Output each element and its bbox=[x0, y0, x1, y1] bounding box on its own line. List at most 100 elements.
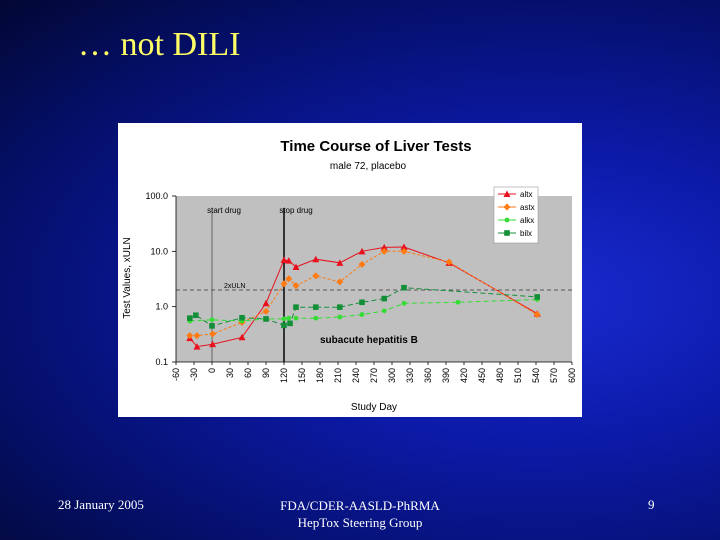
x-tick-label: 420 bbox=[459, 368, 469, 383]
data-point-astx bbox=[193, 332, 201, 340]
series-bilx bbox=[187, 284, 540, 329]
footer-org-line1: FDA/CDER-AASLD-PhRMA bbox=[280, 498, 440, 513]
data-point-astx bbox=[445, 258, 453, 266]
x-tick-label: 570 bbox=[549, 368, 559, 383]
legend-marker-altx bbox=[503, 190, 511, 197]
chart-container: Time Course of Liver Tests male 72, plac… bbox=[118, 123, 582, 417]
stop-drug-label: stop drug bbox=[279, 206, 312, 215]
x-tick-label: 540 bbox=[531, 368, 541, 383]
data-point-astx bbox=[533, 311, 541, 319]
legend-label-alkx: alkx bbox=[520, 216, 534, 225]
series-layer bbox=[186, 243, 541, 350]
legend-label-bilx: bilx bbox=[520, 229, 532, 238]
data-point-altx bbox=[358, 247, 366, 255]
data-point-altx bbox=[380, 243, 388, 251]
data-point-bilx bbox=[359, 299, 365, 306]
data-point-astx bbox=[312, 272, 320, 280]
data-point-alkx bbox=[286, 315, 292, 321]
annotation-subacute-hepatitis: subacute hepatitis B bbox=[320, 335, 418, 346]
footer-date: 28 January 2005 bbox=[58, 497, 144, 512]
data-point-bilx bbox=[187, 315, 193, 321]
data-point-altx bbox=[285, 257, 293, 264]
x-tick-label: 330 bbox=[405, 368, 415, 383]
data-point-astx bbox=[285, 275, 293, 283]
series-altx bbox=[186, 243, 541, 350]
data-point-alkx bbox=[293, 315, 299, 321]
data-point-alkx bbox=[337, 314, 343, 320]
data-point-alkx bbox=[359, 312, 365, 317]
data-point-altx bbox=[262, 299, 270, 307]
x-tick-label: 300 bbox=[387, 368, 397, 383]
data-point-altx bbox=[336, 259, 344, 266]
x-tick-label: 180 bbox=[315, 368, 325, 383]
legend: altx astx alkx bilx bbox=[493, 186, 539, 244]
legend-label-altx: altx bbox=[520, 190, 532, 199]
data-point-astx bbox=[358, 260, 366, 268]
legend-label-astx: astx bbox=[520, 203, 535, 212]
data-point-altx bbox=[209, 340, 217, 348]
x-tick-label: 480 bbox=[495, 368, 505, 383]
x-tick-label: 360 bbox=[423, 368, 433, 383]
data-point-astx bbox=[380, 247, 388, 255]
x-tick-label: 150 bbox=[297, 368, 307, 383]
data-point-bilx bbox=[281, 322, 287, 329]
y-tick-label: 10.0 bbox=[150, 246, 168, 256]
page-number: 9 bbox=[648, 497, 655, 512]
data-point-bilx bbox=[381, 295, 387, 302]
data-point-alkx bbox=[313, 315, 319, 321]
data-point-bilx bbox=[401, 284, 407, 291]
data-point-astx bbox=[400, 247, 408, 255]
data-point-alkx bbox=[401, 300, 407, 306]
y-tick-label: 0.1 bbox=[155, 357, 168, 367]
x-tick-label: 210 bbox=[333, 368, 343, 383]
legend-box bbox=[493, 186, 539, 244]
x-tick-label: 120 bbox=[279, 368, 289, 383]
y-tick-label: 1.0 bbox=[155, 302, 168, 312]
data-point-altx bbox=[292, 263, 300, 271]
data-point-astx bbox=[280, 280, 288, 288]
x-tick-label: 60 bbox=[243, 368, 253, 378]
data-point-alkx bbox=[281, 316, 287, 322]
x-tick-label: 240 bbox=[351, 368, 361, 383]
data-point-astx bbox=[292, 282, 300, 290]
data-point-alkx bbox=[209, 317, 215, 323]
data-point-bilx bbox=[313, 304, 319, 310]
x-tick-label: 390 bbox=[441, 368, 451, 383]
data-point-altx bbox=[400, 243, 408, 250]
footer-org-line2: HepTox Steering Group bbox=[297, 515, 423, 530]
x-tick-label: 0 bbox=[207, 368, 217, 373]
start-drug-label: start drug bbox=[207, 206, 241, 215]
footer-organization: FDA/CDER-AASLD-PhRMA HepTox Steering Gro… bbox=[240, 497, 480, 531]
data-point-astx bbox=[262, 307, 270, 315]
x-tick-label: 90 bbox=[261, 368, 271, 378]
legend-marker-astx bbox=[503, 203, 511, 211]
data-point-alkx bbox=[381, 308, 387, 314]
data-point-altx bbox=[312, 255, 320, 263]
data-point-bilx bbox=[534, 294, 540, 300]
x-tick-label: -60 bbox=[171, 368, 181, 381]
data-point-astx bbox=[209, 330, 217, 338]
y-axis-label: Test Values, xULN bbox=[122, 237, 133, 319]
data-point-altx bbox=[280, 256, 288, 263]
series-line-alkx bbox=[189, 299, 538, 322]
data-point-bilx bbox=[263, 316, 269, 322]
x-tick-label: 270 bbox=[369, 368, 379, 383]
data-point-bilx bbox=[287, 320, 293, 327]
data-point-altx bbox=[193, 343, 201, 350]
x-tick-label: 30 bbox=[225, 368, 235, 378]
slide-title: … not DILI bbox=[78, 26, 241, 63]
chart-svg: Time Course of Liver Tests male 72, plac… bbox=[122, 138, 577, 413]
data-point-altx bbox=[238, 333, 246, 341]
data-point-bilx bbox=[337, 304, 343, 310]
legend-marker-alkx bbox=[504, 217, 510, 223]
chart-subtitle: male 72, placebo bbox=[330, 161, 407, 172]
x-axis-label: Study Day bbox=[351, 402, 397, 413]
x-tick-label: 600 bbox=[567, 368, 577, 383]
data-point-bilx bbox=[293, 304, 299, 310]
data-point-astx bbox=[186, 332, 194, 340]
reference-label-2xuln: 2xULN bbox=[224, 283, 245, 290]
data-point-alkx bbox=[455, 299, 461, 305]
y-axis-ticks: 0.1 1.0 10.0 100.0 bbox=[145, 191, 177, 367]
legend-marker-bilx bbox=[504, 230, 510, 236]
data-point-astx bbox=[336, 278, 344, 286]
